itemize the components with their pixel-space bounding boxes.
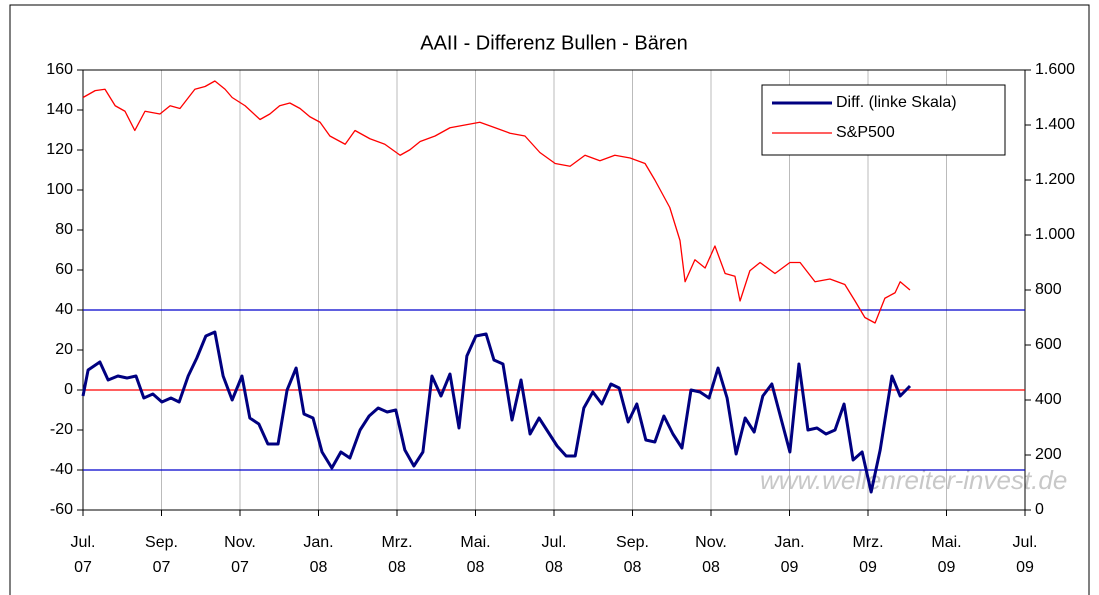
y-tick-label: 100 [46,181,73,198]
y-tick-label: 0 [64,381,73,398]
x-tick-label: Sep. 07 [145,534,178,576]
legend-box [761,84,1006,156]
x-tick-label: Mrz. 09 [852,534,884,576]
y-tick-label: 120 [46,141,73,158]
y2-tick-label: 1.400 [1035,116,1075,133]
y-tick-label: -60 [50,501,73,518]
chart-title: AAII - Differenz Bullen - Bären [420,32,688,54]
x-tick-label: Jul. 09 [1012,534,1038,576]
y2-tick-label: 600 [1035,336,1062,353]
y-tick-label: -20 [50,421,73,438]
x-tick-label: Jan. 09 [774,534,805,576]
y2-tick-label: 1.600 [1035,61,1075,78]
y-tick-label: 140 [46,101,73,118]
series-line [82,80,911,324]
series-line [81,330,912,494]
y-tick-label: 80 [55,221,73,238]
y2-tick-label: 1.000 [1035,226,1075,243]
x-tick-label: Jul. 07 [70,534,96,576]
x-tick-label: Mrz. 08 [381,534,413,576]
y-tick-label: -40 [50,461,73,478]
y2-tick-label: 800 [1035,281,1062,298]
legend-label: Diff. (linke Skala) [836,94,957,111]
y-tick-label: 40 [55,301,73,318]
y2-tick-label: 400 [1035,391,1062,408]
y2-tick-label: 200 [1035,446,1062,463]
y-tick-label: 60 [55,261,73,278]
x-tick-label: Jul. 08 [541,534,567,576]
y-tick-label: 160 [46,61,73,78]
x-tick-label: Nov. 07 [224,534,256,576]
x-tick-label: Jan. 08 [303,534,334,576]
x-tick-label: Nov. 08 [695,534,727,576]
legend-label: S&P500 [836,124,895,141]
x-tick-label: Mai. 08 [460,534,491,576]
y2-tick-label: 0 [1035,501,1044,518]
y-tick-label: 20 [55,341,73,358]
y2-tick-label: 1.200 [1035,171,1075,188]
x-tick-label: Sep. 08 [616,534,649,576]
x-tick-label: Mai. 09 [931,534,962,576]
